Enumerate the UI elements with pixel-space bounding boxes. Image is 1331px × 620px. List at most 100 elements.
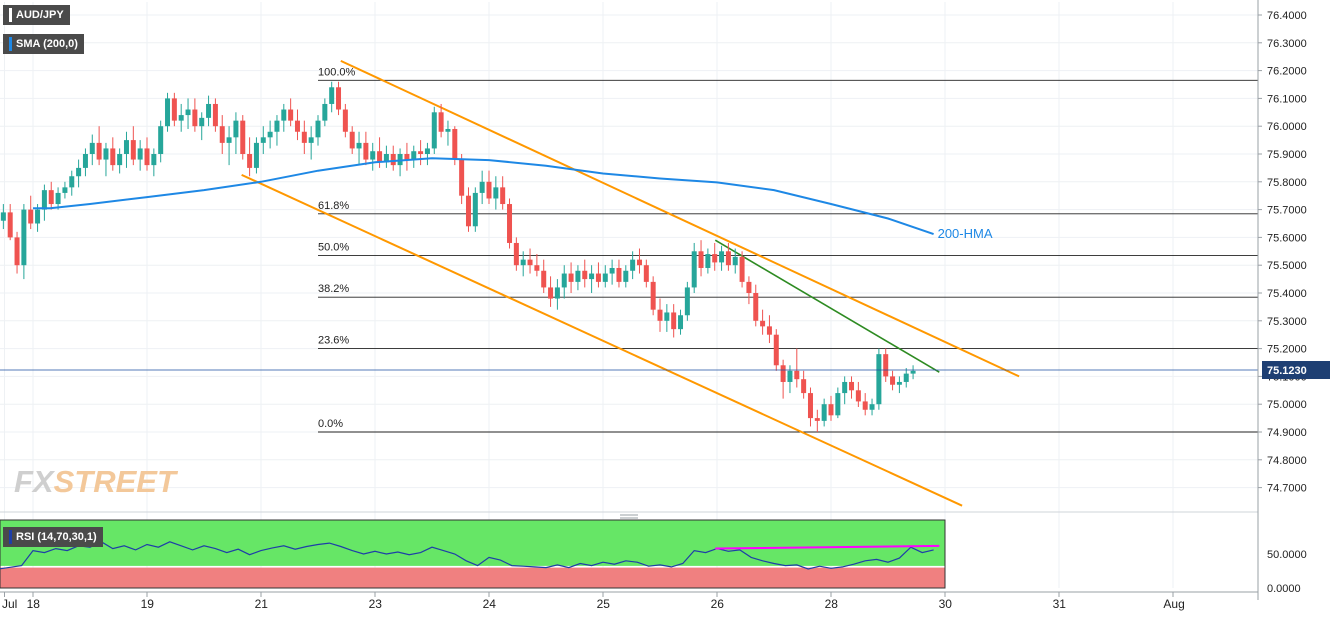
candle[interactable]: [130, 126, 136, 166]
candle[interactable]: [801, 370, 807, 399]
candle[interactable]: [418, 140, 424, 166]
candle[interactable]: [7, 204, 13, 241]
candle[interactable]: [301, 120, 307, 154]
candle[interactable]: [493, 176, 499, 210]
panel-resize-handle[interactable]: [620, 514, 638, 519]
candle[interactable]: [14, 231, 20, 274]
candle[interactable]: [568, 262, 574, 293]
candle[interactable]: [890, 370, 896, 391]
candle[interactable]: [82, 148, 88, 177]
candle[interactable]: [363, 131, 369, 166]
candle[interactable]: [609, 259, 615, 285]
candle[interactable]: [171, 92, 177, 127]
candle[interactable]: [753, 284, 759, 327]
candle[interactable]: [199, 112, 205, 141]
candle[interactable]: [349, 126, 355, 154]
candle[interactable]: [883, 348, 889, 382]
candle[interactable]: [746, 276, 752, 305]
candle[interactable]: [760, 309, 766, 335]
candle[interactable]: [698, 240, 704, 277]
candle[interactable]: [370, 142, 376, 171]
candle[interactable]: [178, 103, 184, 132]
candle[interactable]: [28, 195, 34, 230]
candle[interactable]: [383, 145, 389, 168]
candle[interactable]: [404, 142, 410, 171]
candle[interactable]: [288, 98, 294, 127]
candle[interactable]: [253, 137, 259, 174]
candle[interactable]: [855, 381, 861, 407]
candle[interactable]: [110, 137, 116, 171]
candle[interactable]: [780, 359, 786, 399]
candle[interactable]: [684, 281, 690, 321]
candle[interactable]: [55, 187, 61, 210]
rsi-tag[interactable]: RSI (14,70,30,1): [3, 527, 103, 547]
candle[interactable]: [267, 120, 273, 149]
last-price-tag[interactable]: 75.1230: [1262, 361, 1330, 380]
candle[interactable]: [862, 393, 868, 416]
candle[interactable]: [459, 154, 465, 205]
candle[interactable]: [329, 81, 335, 113]
candle[interactable]: [0, 204, 6, 230]
candle[interactable]: [739, 251, 745, 288]
candle[interactable]: [260, 126, 266, 154]
candle[interactable]: [903, 368, 909, 388]
candle[interactable]: [21, 204, 27, 280]
candle[interactable]: [896, 376, 902, 394]
candle[interactable]: [486, 170, 492, 205]
candle[interactable]: [541, 259, 547, 293]
candle[interactable]: [636, 248, 642, 274]
candle[interactable]: [89, 134, 95, 166]
candle[interactable]: [664, 304, 670, 332]
candle[interactable]: [117, 148, 123, 174]
candle[interactable]: [185, 98, 191, 129]
candle[interactable]: [322, 98, 328, 127]
candle[interactable]: [821, 398, 827, 427]
candle[interactable]: [445, 120, 451, 146]
candle[interactable]: [137, 140, 143, 171]
candle[interactable]: [828, 395, 834, 421]
candle[interactable]: [766, 315, 772, 344]
candle[interactable]: [678, 309, 684, 335]
candle[interactable]: [910, 365, 916, 380]
candle[interactable]: [472, 187, 478, 232]
candle[interactable]: [876, 348, 882, 410]
candle[interactable]: [431, 106, 437, 154]
indicator-tag[interactable]: SMA (200,0): [3, 34, 84, 54]
candle[interactable]: [356, 131, 362, 166]
candle[interactable]: [219, 115, 225, 154]
candle[interactable]: [165, 92, 171, 132]
candle[interactable]: [527, 248, 533, 274]
candle[interactable]: [500, 176, 506, 210]
candle[interactable]: [520, 251, 526, 277]
candle[interactable]: [308, 126, 314, 160]
candle[interactable]: [226, 126, 232, 166]
candle[interactable]: [438, 103, 444, 138]
candle[interactable]: [725, 242, 731, 271]
candle[interactable]: [158, 120, 164, 163]
candle[interactable]: [48, 181, 54, 210]
candle[interactable]: [595, 262, 601, 288]
candle[interactable]: [233, 112, 239, 154]
candle[interactable]: [479, 170, 485, 205]
candle[interactable]: [773, 329, 779, 371]
symbol-tag[interactable]: AUD/JPY: [3, 5, 70, 25]
candle[interactable]: [671, 304, 677, 338]
candle[interactable]: [41, 184, 47, 221]
candle[interactable]: [69, 170, 75, 196]
candle[interactable]: [62, 181, 68, 199]
candle[interactable]: [247, 137, 253, 177]
candle[interactable]: [342, 103, 348, 138]
candle[interactable]: [657, 298, 663, 332]
candle[interactable]: [630, 251, 636, 280]
candle[interactable]: [151, 148, 157, 177]
candle[interactable]: [212, 98, 218, 132]
candle[interactable]: [274, 115, 280, 146]
candle[interactable]: [548, 276, 554, 307]
candle[interactable]: [691, 242, 697, 293]
candle[interactable]: [390, 145, 396, 171]
candle[interactable]: [240, 115, 246, 160]
candle[interactable]: [575, 265, 581, 291]
candle[interactable]: [643, 259, 649, 288]
candle[interactable]: [561, 265, 567, 299]
